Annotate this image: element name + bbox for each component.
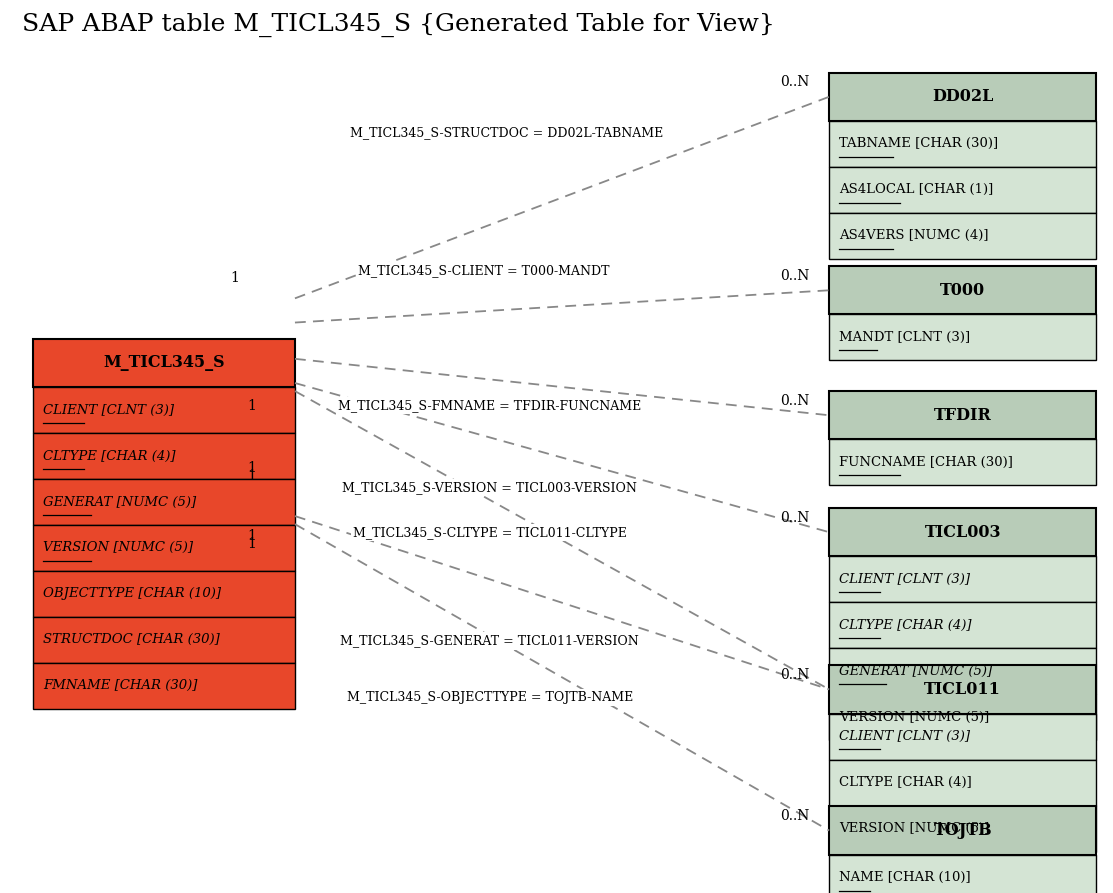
- Text: 1: 1: [230, 271, 239, 285]
- Text: CLTYPE [CHAR (4)]: CLTYPE [CHAR (4)]: [839, 776, 972, 789]
- Text: M_TICL345_S-STRUCTDOC = DD02L-TABNAME: M_TICL345_S-STRUCTDOC = DD02L-TABNAME: [349, 127, 663, 139]
- Text: 1: 1: [247, 530, 256, 543]
- FancyBboxPatch shape: [829, 760, 1096, 805]
- FancyBboxPatch shape: [33, 479, 295, 525]
- Text: 0..N: 0..N: [780, 511, 809, 525]
- Text: M_TICL345_S-FMNAME = TFDIR-FUNCNAME: M_TICL345_S-FMNAME = TFDIR-FUNCNAME: [338, 399, 641, 412]
- FancyBboxPatch shape: [829, 439, 1096, 486]
- Text: 0..N: 0..N: [780, 394, 809, 408]
- FancyBboxPatch shape: [829, 806, 1096, 855]
- Text: TICL011: TICL011: [924, 681, 1002, 698]
- Text: 0..N: 0..N: [780, 75, 809, 89]
- Text: FMNAME [CHAR (30)]: FMNAME [CHAR (30)]: [43, 680, 198, 692]
- Text: CLIENT [CLNT (3)]: CLIENT [CLNT (3)]: [839, 730, 971, 743]
- Text: AS4LOCAL [CHAR (1)]: AS4LOCAL [CHAR (1)]: [839, 183, 994, 196]
- Text: M_TICL345_S: M_TICL345_S: [104, 355, 225, 371]
- Text: T000: T000: [940, 282, 985, 299]
- Text: CLTYPE [CHAR (4)]: CLTYPE [CHAR (4)]: [43, 449, 176, 463]
- FancyBboxPatch shape: [829, 855, 1096, 893]
- Text: DD02L: DD02L: [932, 88, 994, 105]
- FancyBboxPatch shape: [829, 648, 1096, 694]
- Text: M_TICL345_S-OBJECTTYPE = TOJTB-NAME: M_TICL345_S-OBJECTTYPE = TOJTB-NAME: [346, 691, 633, 704]
- FancyBboxPatch shape: [829, 603, 1096, 648]
- Text: NAME [CHAR (10)]: NAME [CHAR (10)]: [839, 872, 971, 884]
- Text: M_TICL345_S-GENERAT = TICL011-VERSION: M_TICL345_S-GENERAT = TICL011-VERSION: [341, 635, 639, 647]
- Text: VERSION [NUMC (5)]: VERSION [NUMC (5)]: [839, 822, 989, 835]
- FancyBboxPatch shape: [33, 571, 295, 617]
- Text: 0..N: 0..N: [780, 809, 809, 823]
- FancyBboxPatch shape: [829, 266, 1096, 314]
- Text: M_TICL345_S-VERSION = TICL003-VERSION: M_TICL345_S-VERSION = TICL003-VERSION: [343, 481, 637, 495]
- FancyBboxPatch shape: [33, 387, 295, 433]
- Text: 1: 1: [247, 398, 256, 413]
- Text: TOJTB: TOJTB: [934, 822, 992, 839]
- Text: STRUCTDOC [CHAR (30)]: STRUCTDOC [CHAR (30)]: [43, 633, 220, 647]
- Text: GENERAT [NUMC (5)]: GENERAT [NUMC (5)]: [839, 664, 993, 678]
- Text: 1: 1: [247, 461, 256, 475]
- FancyBboxPatch shape: [829, 508, 1096, 556]
- FancyBboxPatch shape: [829, 121, 1096, 167]
- FancyBboxPatch shape: [33, 525, 295, 571]
- FancyBboxPatch shape: [33, 338, 295, 387]
- FancyBboxPatch shape: [829, 167, 1096, 213]
- Text: 1: 1: [247, 538, 256, 551]
- FancyBboxPatch shape: [829, 694, 1096, 740]
- Text: VERSION [NUMC (5)]: VERSION [NUMC (5)]: [43, 541, 194, 555]
- Text: TICL003: TICL003: [925, 523, 1001, 540]
- FancyBboxPatch shape: [829, 556, 1096, 603]
- Text: CLIENT [CLNT (3)]: CLIENT [CLNT (3)]: [839, 573, 971, 586]
- Text: AS4VERS [NUMC (4)]: AS4VERS [NUMC (4)]: [839, 230, 988, 242]
- Text: M_TICL345_S-CLIENT = T000-MANDT: M_TICL345_S-CLIENT = T000-MANDT: [358, 263, 610, 277]
- FancyBboxPatch shape: [829, 714, 1096, 760]
- FancyBboxPatch shape: [829, 314, 1096, 361]
- Text: CLTYPE [CHAR (4)]: CLTYPE [CHAR (4)]: [839, 619, 972, 632]
- Text: MANDT [CLNT (3)]: MANDT [CLNT (3)]: [839, 331, 971, 344]
- Text: FUNCNAME [CHAR (30)]: FUNCNAME [CHAR (30)]: [839, 456, 1013, 469]
- FancyBboxPatch shape: [33, 663, 295, 709]
- FancyBboxPatch shape: [829, 391, 1096, 439]
- Text: 0..N: 0..N: [780, 668, 809, 682]
- Text: OBJECTTYPE [CHAR (10)]: OBJECTTYPE [CHAR (10)]: [43, 588, 221, 600]
- Text: 0..N: 0..N: [780, 269, 809, 283]
- Text: 1: 1: [247, 469, 256, 483]
- Text: M_TICL345_S-CLTYPE = TICL011-CLTYPE: M_TICL345_S-CLTYPE = TICL011-CLTYPE: [353, 526, 627, 538]
- Text: CLIENT [CLNT (3)]: CLIENT [CLNT (3)]: [43, 404, 175, 416]
- Text: SAP ABAP table M_TICL345_S {Generated Table for View}: SAP ABAP table M_TICL345_S {Generated Ta…: [22, 13, 775, 38]
- FancyBboxPatch shape: [33, 433, 295, 479]
- Text: TFDIR: TFDIR: [934, 407, 992, 424]
- FancyBboxPatch shape: [829, 805, 1096, 852]
- FancyBboxPatch shape: [829, 72, 1096, 121]
- Text: VERSION [NUMC (5)]: VERSION [NUMC (5)]: [839, 711, 989, 723]
- FancyBboxPatch shape: [33, 617, 295, 663]
- Text: TABNAME [CHAR (30)]: TABNAME [CHAR (30)]: [839, 138, 998, 150]
- Text: GENERAT [NUMC (5)]: GENERAT [NUMC (5)]: [43, 496, 197, 508]
- FancyBboxPatch shape: [829, 213, 1096, 259]
- FancyBboxPatch shape: [829, 665, 1096, 714]
